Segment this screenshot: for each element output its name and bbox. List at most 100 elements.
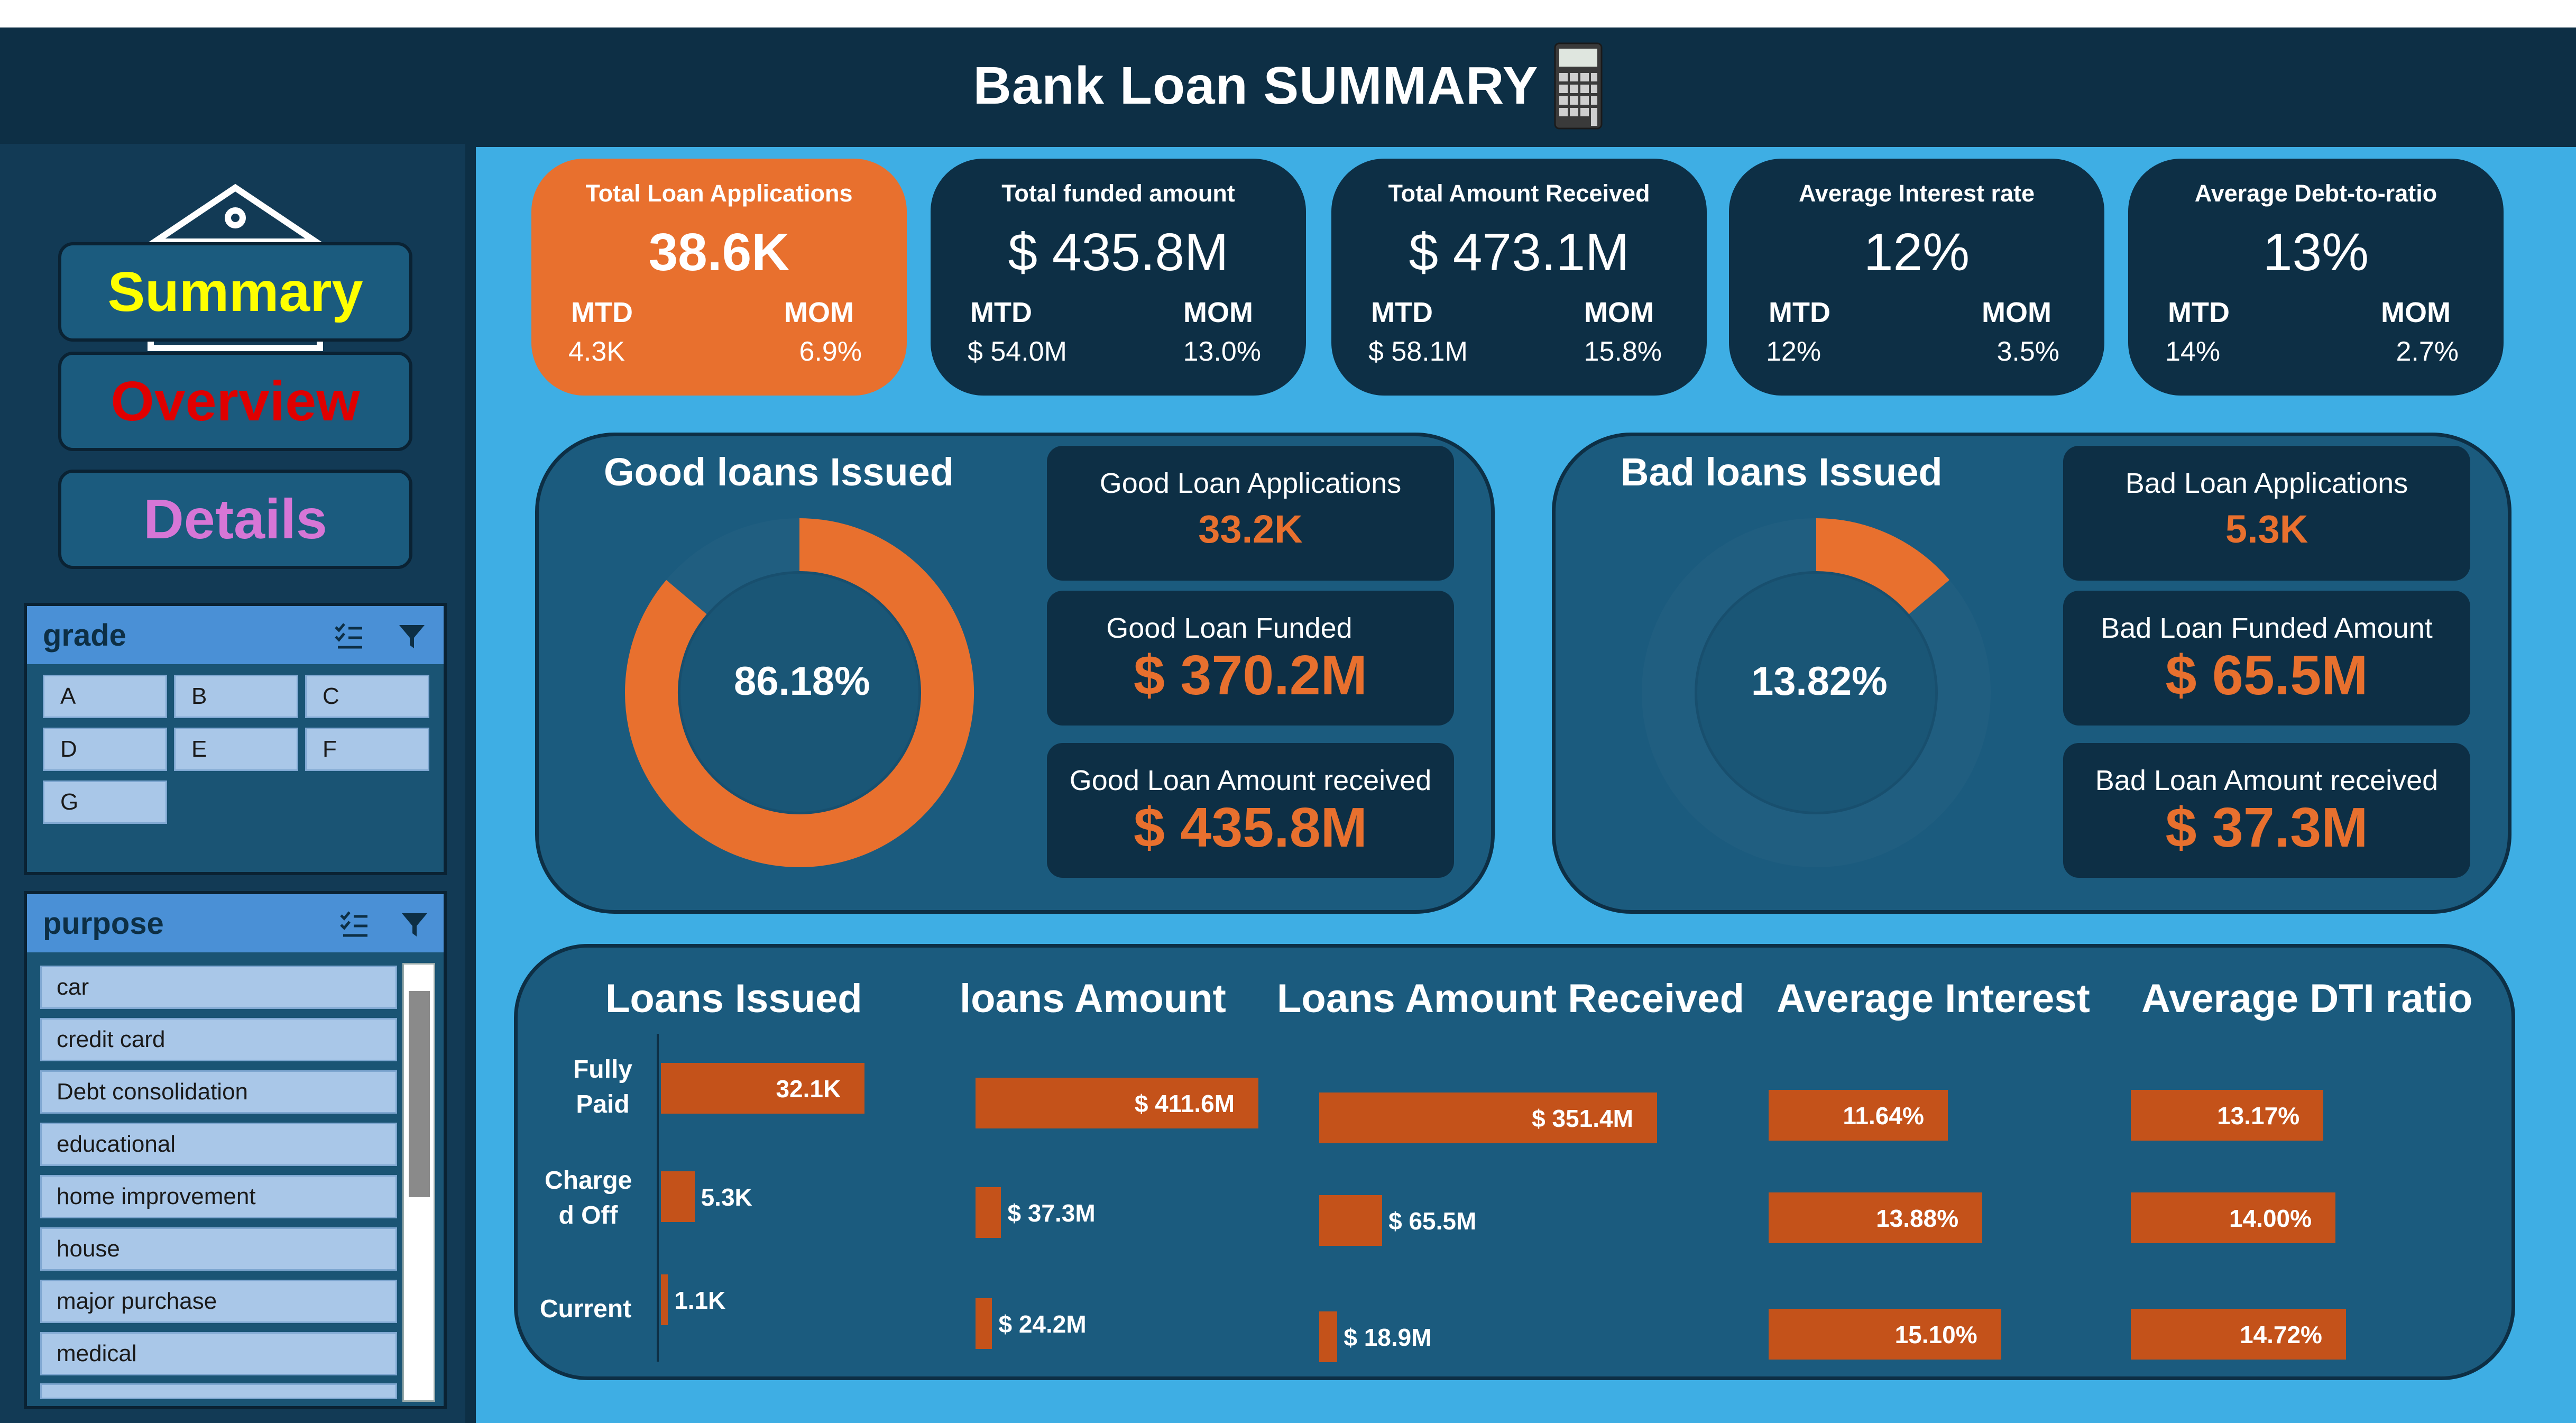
kpi-mom-label: MOM — [784, 297, 854, 328]
title-bar: Bank Loan SUMMARY — [0, 27, 2576, 144]
clear-filter-icon[interactable] — [397, 622, 427, 651]
purpose-option-home-improvement[interactable]: home improvement — [40, 1175, 397, 1218]
kpi-mtd-value: 4.3K — [568, 336, 625, 367]
purpose-option-label: medical — [57, 1341, 137, 1366]
bad-loan-applications-card: Bad Loan Applications 5.3K — [2063, 446, 2470, 581]
card-title: Good Loan Funded — [1106, 612, 1353, 644]
chart-axis-line — [657, 1034, 659, 1362]
purpose-slicer: purpose car credit card Debt consolidati… — [24, 891, 447, 1409]
bar-2-0 — [1319, 1093, 1657, 1143]
row-label-line: d Off — [558, 1201, 618, 1229]
bar-label-0-1: 5.3K — [701, 1183, 752, 1211]
bar-4-2 — [2131, 1309, 2346, 1360]
grade-option-g[interactable]: G — [43, 781, 167, 824]
grade-option-label: A — [60, 683, 76, 709]
good-loan-applications-card: Good Loan Applications 33.2K — [1047, 446, 1454, 581]
purpose-option-credit-card[interactable]: credit card — [40, 1018, 397, 1061]
kpi-mom-label: MOM — [1584, 297, 1654, 328]
kpi-mom-value: 13.0% — [1183, 336, 1261, 367]
bad-loans-percent: 13.82% — [1751, 659, 1888, 704]
kpi-value: $ 435.8M — [1008, 223, 1229, 282]
row-label-line: Current — [539, 1295, 632, 1323]
grade-option-label: E — [191, 736, 207, 762]
kpi-value: 13% — [2262, 223, 2369, 282]
card-value: 33.2K — [1198, 507, 1303, 551]
card-value: $ 65.5M — [2165, 644, 2368, 706]
bar-3-0 — [1769, 1090, 1948, 1141]
kpi-card-avg-interest: Average Interest rate 12% MTD MOM 12% 3.… — [1729, 159, 2104, 396]
grade-option-label: B — [191, 683, 207, 709]
kpi-mtd-value: $ 54.0M — [968, 336, 1067, 367]
card-title: Bad Loan Funded Amount — [2101, 612, 2433, 644]
bar-label-0-2: 1.1K — [674, 1287, 726, 1314]
purpose-option-partial[interactable] — [40, 1383, 397, 1399]
purpose-scrollbar-thumb[interactable] — [409, 991, 430, 1197]
purpose-option-debt-consolidation[interactable]: Debt consolidation — [40, 1070, 397, 1114]
grade-option-d[interactable]: D — [43, 728, 167, 771]
purpose-option-educational[interactable]: educational — [40, 1123, 397, 1166]
clear-filter-icon[interactable] — [400, 910, 429, 940]
bar-label-4-0: 13.17% — [2217, 1102, 2300, 1130]
purpose-option-label: Debt consolidation — [57, 1079, 249, 1105]
column-title-average-dti: Average DTI ratio — [2141, 976, 2473, 1021]
column-title-amount-received: Loans Amount Received — [1277, 976, 1745, 1021]
grade-option-c[interactable]: C — [305, 675, 429, 718]
bar-label-4-1: 14.00% — [2229, 1205, 2312, 1232]
purpose-scrollbar[interactable] — [402, 963, 435, 1402]
bar-label-3-0: 11.64% — [1843, 1102, 1924, 1130]
column-title-loans-amount: loans Amount — [960, 976, 1226, 1021]
multi-select-icon[interactable] — [334, 622, 363, 651]
row-label-fully-paid: Fully Paid — [560, 1052, 645, 1122]
grade-option-f[interactable]: F — [305, 728, 429, 771]
bar-label-2-0: $ 351.4M — [1532, 1105, 1633, 1132]
grade-option-label: F — [323, 736, 337, 762]
card-title: Bad Loan Applications — [2125, 467, 2408, 499]
kpi-mtd-label: MTD — [2168, 297, 2230, 328]
bar-label-4-2: 14.72% — [2239, 1321, 2322, 1348]
nav-details-label: Details — [143, 488, 327, 550]
bar-2-2 — [1319, 1311, 1338, 1362]
card-title: Bad Loan Amount received — [2095, 765, 2439, 796]
nav-summary-button[interactable]: Summary — [58, 242, 412, 342]
kpi-mtd-label: MTD — [571, 297, 633, 328]
kpi-value: 38.6K — [648, 223, 790, 282]
grade-slicer-header: grade — [27, 606, 444, 664]
nav-overview-button[interactable]: Overview — [58, 352, 412, 451]
kpi-mom-label: MOM — [2381, 297, 2451, 328]
grade-option-e[interactable]: E — [174, 728, 298, 771]
bar-0-2 — [661, 1274, 668, 1325]
nav-summary-label: Summary — [107, 260, 363, 323]
bad-donut-arc — [1816, 518, 1949, 615]
bar-label-1-2: $ 24.2M — [998, 1310, 1087, 1338]
bar-label-0-0: 32.1K — [776, 1075, 841, 1103]
bar-label-2-1: $ 65.5M — [1388, 1207, 1477, 1235]
kpi-mtd-value: $ 58.1M — [1368, 336, 1468, 367]
good-loan-received-card: Good Loan Amount received $ 435.8M — [1047, 743, 1454, 878]
purpose-option-car[interactable]: car — [40, 966, 397, 1009]
grade-option-a[interactable]: A — [43, 675, 167, 718]
multi-select-icon[interactable] — [339, 910, 369, 940]
kpi-mom-value: 3.5% — [1997, 336, 2059, 367]
good-donut-arc — [625, 518, 974, 867]
bar-label-3-1: 13.88% — [1876, 1205, 1959, 1232]
grade-option-b[interactable]: B — [174, 675, 298, 718]
bar-label-1-1: $ 37.3M — [1007, 1199, 1096, 1227]
grade-slicer-title: grade — [43, 618, 126, 653]
row-label-line: Charge — [545, 1167, 632, 1195]
purpose-option-major-purchase[interactable]: major purchase — [40, 1280, 397, 1323]
column-title-loans-issued: Loans Issued — [605, 976, 862, 1021]
nav-details-button[interactable]: Details — [58, 470, 412, 569]
card-title: Good Loan Applications — [1099, 467, 1402, 499]
bad-loan-funded-card: Bad Loan Funded Amount $ 65.5M — [2063, 591, 2470, 726]
good-loans-donut — [625, 518, 974, 867]
row-label-charged-off: Charge d Off — [545, 1163, 632, 1233]
calculator-icon — [1554, 42, 1603, 129]
column-title-average-interest: Average Interest — [1777, 976, 2090, 1021]
kpi-mom-value: 6.9% — [799, 336, 862, 367]
purpose-option-medical[interactable]: medical — [40, 1332, 397, 1375]
bar-label-2-2: $ 18.9M — [1344, 1324, 1432, 1351]
row-label-line: Paid — [576, 1090, 630, 1118]
purpose-option-label: credit card — [57, 1026, 165, 1052]
purpose-option-house[interactable]: house — [40, 1227, 397, 1271]
bar-2-1 — [1319, 1195, 1383, 1246]
